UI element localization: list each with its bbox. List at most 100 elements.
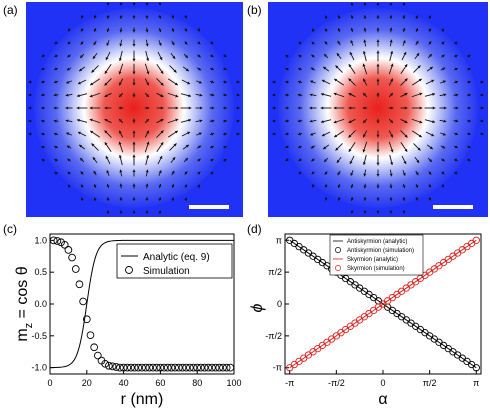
panel-c-label: (c) bbox=[3, 222, 17, 236]
field-arrow-head bbox=[198, 145, 202, 149]
field-arrow-head bbox=[80, 54, 84, 58]
field-arrow-head bbox=[350, 197, 354, 201]
field-arrow-head bbox=[104, 70, 108, 74]
field-arrow-head bbox=[418, 134, 422, 138]
field-arrow-head bbox=[106, 170, 110, 174]
field-arrow-head bbox=[210, 145, 214, 149]
field-arrow-head bbox=[348, 148, 352, 152]
panel-d-x-tick-label: π/2 bbox=[423, 378, 437, 388]
field-arrow-head bbox=[337, 197, 341, 201]
field-arrow-head bbox=[390, 149, 394, 153]
field-arrow-head bbox=[93, 15, 97, 19]
panel-b: (b) bbox=[247, 2, 488, 217]
field-arrow-head bbox=[454, 41, 458, 45]
field-arrow-head bbox=[404, 78, 408, 82]
field-arrow-head bbox=[223, 145, 227, 149]
field-arrow-head bbox=[285, 132, 289, 136]
field-arrow-head bbox=[441, 184, 445, 188]
field-arrow-head bbox=[41, 80, 45, 84]
field-arrow-head bbox=[362, 63, 366, 67]
field-arrow-head bbox=[455, 132, 459, 136]
field-arrow-head bbox=[376, 92, 380, 96]
panel-c-sim-point bbox=[75, 280, 84, 289]
field-arrow-head bbox=[132, 58, 136, 62]
field-arrow-head bbox=[321, 133, 325, 137]
field-arrow-head bbox=[119, 16, 123, 19]
field-arrow-head bbox=[223, 132, 227, 136]
field-arrow-head bbox=[350, 185, 354, 189]
field-arrow-head bbox=[272, 106, 275, 110]
field-arrow-head bbox=[432, 106, 436, 110]
field-arrow-head bbox=[91, 69, 95, 73]
field-arrow-head bbox=[198, 80, 202, 84]
field-arrow-head bbox=[67, 28, 71, 32]
field-arrow-head bbox=[41, 67, 45, 71]
field-arrow-head bbox=[272, 119, 276, 123]
field-arrow-head bbox=[67, 41, 71, 45]
field-arrow-head bbox=[67, 184, 71, 188]
field-arrow-head bbox=[285, 55, 289, 58]
field-arrow-head bbox=[376, 211, 380, 214]
panel-d-x-axis-label: α bbox=[378, 391, 387, 408]
field-arrow-head bbox=[118, 71, 122, 75]
field-arrow-head bbox=[455, 119, 459, 123]
field-arrow-head bbox=[337, 28, 341, 32]
field-arrow-head bbox=[76, 118, 80, 122]
panel-c-sim-point bbox=[171, 363, 179, 372]
field-arrow-head bbox=[76, 94, 80, 98]
field-arrow-head bbox=[104, 94, 108, 97]
field-arrow-head bbox=[158, 15, 162, 19]
panel-d-antiskyrmion-sim-point bbox=[472, 364, 480, 372]
field-arrow-head bbox=[419, 106, 423, 110]
field-arrow-head bbox=[429, 66, 433, 70]
panel-d-x-tick-label: -π bbox=[285, 378, 294, 388]
field-arrow-head bbox=[348, 134, 352, 138]
field-arrow-head bbox=[272, 80, 276, 84]
field-arrow-head bbox=[298, 145, 302, 149]
field-arrow-head bbox=[454, 158, 458, 161]
field-arrow-head bbox=[66, 132, 70, 136]
field-arrow-head bbox=[146, 141, 150, 145]
field-arrow-head bbox=[171, 28, 175, 32]
field-arrow-head bbox=[311, 171, 315, 175]
field-arrow-head bbox=[92, 157, 96, 161]
field-arrow-head bbox=[223, 54, 227, 57]
field-arrow-head bbox=[185, 68, 189, 72]
field-arrow-head bbox=[145, 43, 149, 47]
field-arrow-head bbox=[363, 78, 366, 82]
panel-c-y-tick-label: 0.0 bbox=[34, 299, 47, 309]
field-arrow-head bbox=[146, 58, 150, 62]
field-arrow-head bbox=[363, 198, 367, 201]
field-arrow-head bbox=[349, 51, 353, 55]
panel-c-sim-point bbox=[189, 363, 198, 372]
field-arrow-head bbox=[298, 67, 302, 71]
field-arrow-head bbox=[363, 173, 367, 177]
field-arrow-head bbox=[442, 145, 446, 149]
field-arrow-head bbox=[418, 78, 422, 82]
field-arrow-head bbox=[335, 65, 339, 69]
field-arrow-head bbox=[428, 15, 431, 19]
panel-d-x-tick-label: π bbox=[473, 378, 479, 388]
field-arrow-head bbox=[198, 67, 202, 71]
field-arrow-head bbox=[285, 67, 289, 71]
panel-d-legend-box bbox=[329, 234, 424, 276]
panel-c-sim-point bbox=[145, 363, 154, 372]
field-arrow-head bbox=[376, 162, 380, 166]
field-arrow-head bbox=[455, 106, 459, 110]
panel-d-y-tick-label: π/2 bbox=[268, 267, 282, 277]
panel-c-sim-point bbox=[108, 362, 117, 371]
field-arrow-head bbox=[454, 171, 458, 175]
field-arrow-head bbox=[389, 39, 393, 43]
field-arrow-head bbox=[467, 67, 471, 71]
field-arrow-head bbox=[310, 67, 314, 71]
field-arrow-head bbox=[236, 80, 240, 84]
field-arrow-head bbox=[363, 185, 367, 189]
panel-a: (a) bbox=[3, 2, 243, 217]
field-arrow-head bbox=[376, 173, 380, 177]
field-arrow-head bbox=[362, 149, 366, 153]
field-arrow-head bbox=[104, 106, 108, 110]
field-arrow-head bbox=[363, 2, 367, 6]
panel-c-sim-point bbox=[130, 363, 139, 372]
panel-d-legend-marker-3 bbox=[335, 265, 341, 271]
field-arrow-head bbox=[54, 41, 58, 45]
